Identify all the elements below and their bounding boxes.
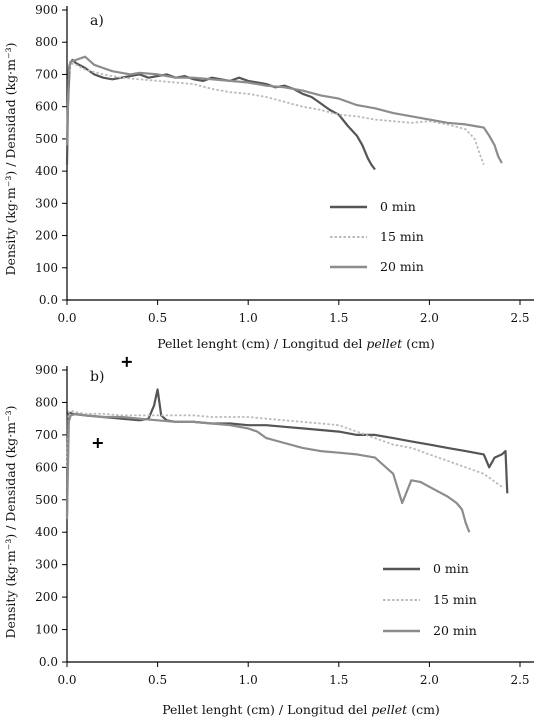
y-tick-label: 800 (35, 395, 58, 409)
y-tick-label: 700 (35, 428, 58, 442)
series-line (65, 58, 376, 171)
y-tick-label: 400 (35, 164, 58, 178)
x-tick-label: 1.5 (329, 311, 348, 325)
x-tick-label: 1.0 (239, 673, 258, 687)
y-axis-title: Density (kg·m⁻³) / Densidad (kg·m⁻³) (3, 406, 18, 639)
y-tick-label: 500 (35, 493, 58, 507)
y-tick-label: 500 (35, 132, 58, 146)
legend-label: 15 min (380, 229, 424, 244)
y-tick-label: 300 (35, 196, 58, 210)
plus-marker (92, 438, 103, 448)
panel-b: b) 0.0 100 200 300 400 500 600 700 800 900 0.0 0.5 1… (3, 356, 534, 717)
x-tick-label: 0.0 (57, 673, 76, 687)
axes-a: 0.0 100 200 300 400 500 600 700 800 900 0.0 0.5 1.0 1… (35, 3, 534, 325)
x-tick-label: 2.5 (510, 673, 529, 687)
series-line (65, 412, 471, 533)
axes-b: 0.0 100 200 300 400 500 600 700 800 900 0.0 0.5 1.0 1… (35, 363, 534, 687)
series-line (65, 55, 503, 164)
y-tick-label: 300 (35, 558, 58, 572)
legend-a: 0 min 15 min 20 min (330, 199, 424, 274)
legend-label: 20 min (380, 259, 424, 274)
legend-label: 15 min (433, 592, 477, 607)
plus-marker (121, 356, 132, 367)
y-tick-label: 200 (35, 590, 58, 604)
legend-b: 0 min 15 min 20 min (383, 561, 477, 638)
x-tick-label: 2.0 (420, 673, 439, 687)
y-tick-label: 0.0 (39, 293, 58, 307)
panel-label: a) (90, 13, 104, 29)
panel-label: b) (90, 369, 104, 385)
y-tick-label: 800 (35, 35, 58, 49)
x-tick-label: 0.5 (148, 673, 167, 687)
x-tick-label: 1.0 (239, 311, 258, 325)
x-axis-title: Pellet lenght (cm) / Longitud del pellet… (157, 336, 435, 351)
y-tick-label: 100 (35, 623, 58, 637)
x-axis-title: Pellet lenght (cm) / Longitud del pellet… (162, 702, 440, 717)
series-layer-b (65, 356, 509, 533)
y-tick-label: 600 (35, 460, 58, 474)
series-layer-a (65, 55, 503, 171)
series-line (66, 62, 485, 166)
legend-label: 0 min (380, 199, 416, 214)
y-tick-label: 700 (35, 67, 58, 81)
x-tick-label: 1.5 (329, 673, 348, 687)
y-tick-label: 900 (35, 3, 58, 17)
y-tick-label: 200 (35, 229, 58, 243)
y-tick-label: 600 (35, 100, 58, 114)
legend-label: 20 min (433, 623, 477, 638)
legend-label: 0 min (433, 561, 469, 576)
x-tick-label: 0.0 (57, 311, 76, 325)
series-line (65, 388, 509, 517)
x-tick-label: 2.0 (420, 311, 439, 325)
series-line (66, 409, 503, 488)
x-tick-label: 2.5 (510, 311, 529, 325)
x-tick-label: 0.5 (148, 311, 167, 325)
y-tick-label: 400 (35, 525, 58, 539)
y-axis-title: Density (kg·m⁻³) / Densidad (kg·m⁻³) (3, 43, 18, 276)
panel-a: a) 0.0 100 200 300 400 500 600 700 800 900 0.0 0.5 1… (3, 3, 534, 351)
y-tick-label: 0.0 (39, 655, 58, 669)
y-tick-label: 100 (35, 261, 58, 275)
y-tick-label: 900 (35, 363, 58, 377)
